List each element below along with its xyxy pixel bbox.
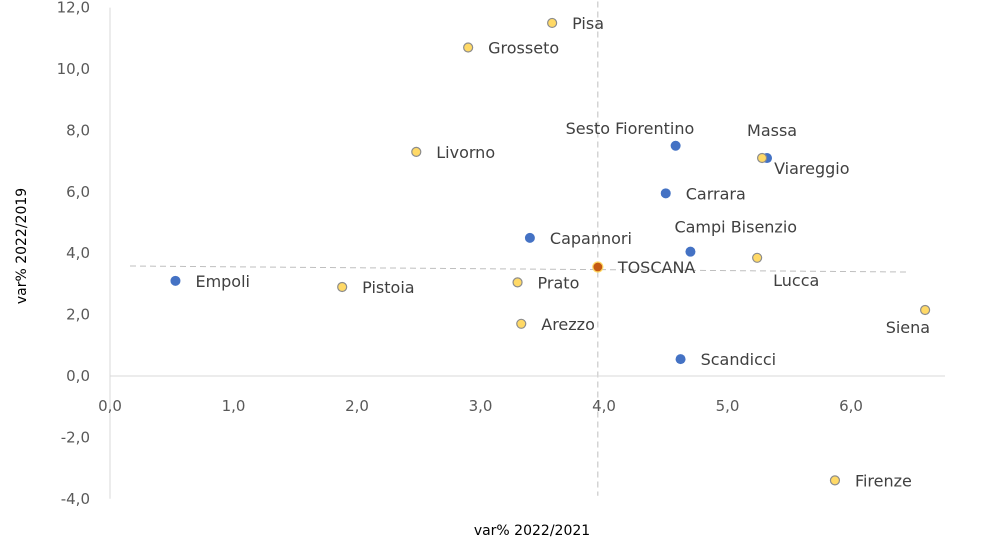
label-capannori: Capannori [550,229,632,248]
label-pisa: Pisa [572,14,604,33]
y-tick-labels: -4,0 -2,0 0,0 2,0 4,0 6,0 8,0 10,0 12,0 [57,0,90,508]
y-tick-label: 4,0 [66,244,90,262]
x-tick-label: 5,0 [716,397,740,415]
y-tick-label: -2,0 [61,428,90,446]
label-prato: Prato [538,273,580,292]
point-pisa [547,17,558,29]
label-firenze: Firenze [855,471,912,490]
point-sesto-fiorentino [670,140,681,151]
point-pistoia [337,281,348,293]
label-livorno: Livorno [436,143,495,162]
label-empoli: Empoli [195,272,250,291]
label-siena: Siena [886,318,930,337]
point-campi-bisenzio [685,246,696,257]
y-tick-label: 2,0 [66,306,90,324]
point-labels: Pisa Grosseto Sesto Fiorentino Massa Viaregg… [195,14,930,490]
x-tick-labels: 0,0 1,0 2,0 3,0 4,0 5,0 6,0 [98,397,863,415]
label-pistoia: Pistoia [362,278,414,297]
point-capannori [524,232,535,243]
reference-lines [129,1,911,496]
label-toscana: TOSCANA [617,258,696,277]
label-lucca: Lucca [773,271,819,290]
axes [109,7,945,499]
y-tick-label: 6,0 [66,183,90,201]
y-tick-label: 8,0 [66,121,90,139]
x-tick-label: 3,0 [469,397,493,415]
x-tick-label: 6,0 [839,397,863,415]
label-grosseto: Grosseto [488,39,559,58]
x-axis-label: var% 2022/2021 [474,523,590,539]
point-siena [919,304,931,316]
point-prato [512,277,523,288]
horizontal-reference-line [129,265,911,273]
y-tick-label: -4,0 [61,490,90,508]
data-points [170,17,931,486]
point-scandicci [675,354,686,365]
point-firenze [829,475,841,486]
y-tick-label: 10,0 [57,60,90,78]
label-campi-bisenzio: Campi Bisenzio [674,218,797,237]
point-toscana [592,261,604,273]
point-livorno [411,146,422,157]
label-scandicci: Scandicci [701,350,777,369]
point-carrara [660,188,671,199]
label-massa: Massa [747,121,797,140]
point-empoli [170,275,181,286]
label-arezzo: Arezzo [541,315,595,334]
point-grosseto [463,42,474,53]
label-viareggio: Viareggio [774,159,849,178]
x-tick-label: 2,0 [345,397,369,415]
point-arezzo [516,318,527,329]
point-lucca [752,252,763,263]
y-tick-label: 0,0 [66,367,90,385]
y-axis-label: var% 2022/2019 [14,188,30,304]
label-carrara: Carrara [686,184,746,203]
y-tick-label: 12,0 [57,0,90,17]
x-tick-label: 0,0 [98,397,122,415]
point-viareggio [756,152,768,164]
label-sesto-fiorentino: Sesto Fiorentino [566,119,695,138]
x-tick-label: 4,0 [592,397,616,415]
x-tick-label: 1,0 [222,397,246,415]
